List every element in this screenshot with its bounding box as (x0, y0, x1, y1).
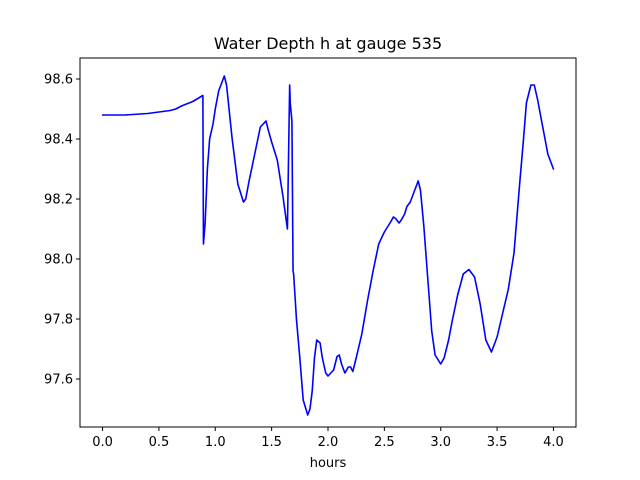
x-tick-label: 1.0 (205, 435, 226, 450)
x-tick-label: 3.5 (487, 435, 508, 450)
chart-title: Water Depth h at gauge 535 (214, 34, 442, 53)
y-tick-label: 98.4 (44, 133, 73, 148)
x-tick-label: 2.0 (318, 435, 339, 450)
y-tick-label: 97.6 (44, 373, 73, 388)
x-axis: 0.0 0.5 1.0 1.5 2.0 2.5 3.0 3.5 4.0 (92, 427, 564, 450)
x-tick-label: 4.0 (543, 435, 564, 450)
x-axis-label: hours (310, 456, 347, 471)
plot-layer (101, 75, 555, 416)
y-tick-label: 98.6 (44, 73, 73, 88)
y-axis: 97.6 97.8 98.0 98.2 98.4 98.6 (44, 73, 80, 388)
x-tick-label: 1.5 (261, 435, 282, 450)
x-tick-label: 0.0 (92, 435, 113, 450)
y-tick-label: 98.0 (44, 253, 73, 268)
y-tick-label: 97.8 (44, 313, 73, 328)
y-tick-label: 98.2 (44, 193, 73, 208)
x-tick-label: 2.5 (374, 435, 395, 450)
x-tick-label: 0.5 (149, 435, 170, 450)
series-line-1 (101, 75, 555, 416)
x-tick-label: 3.0 (430, 435, 451, 450)
